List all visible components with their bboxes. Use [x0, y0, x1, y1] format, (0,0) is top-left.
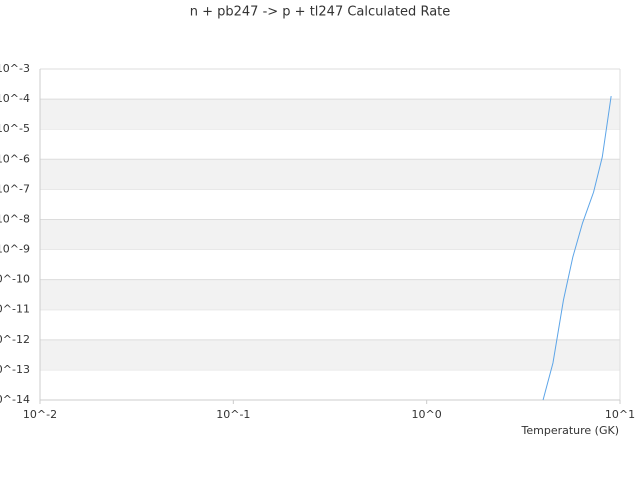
- y-tick-label: 10^-3: [0, 62, 30, 75]
- y-tick-label: 10^-13: [0, 363, 30, 376]
- y-tick-label: 10^-6: [0, 152, 30, 165]
- chart-title: n + pb247 -> p + tl247 Calculated Rate: [190, 5, 451, 20]
- x-tick-label: 10^-1: [216, 408, 250, 421]
- y-tick-label: 10^-8: [0, 212, 30, 225]
- y-tick-label: 10^-11: [0, 303, 30, 316]
- y-tick-label: 10^-7: [0, 182, 30, 195]
- grid-band: [40, 159, 620, 190]
- y-tick-label: 10^-14: [0, 393, 30, 406]
- data-line: [542, 95, 612, 401]
- y-tick-label: 10^-12: [0, 333, 30, 346]
- grid: [40, 68, 620, 401]
- y-tick-label: 10^-10: [0, 273, 30, 286]
- grid-band: [40, 279, 620, 310]
- grid-band: [40, 219, 620, 250]
- x-tick-label: 10^-2: [23, 408, 57, 421]
- grid-band: [40, 339, 620, 370]
- y-tick-label: 10^-5: [0, 122, 30, 135]
- y-tick-label: 10^-4: [0, 92, 30, 105]
- grid-band: [40, 99, 620, 130]
- x-tick-label: 10^0: [412, 408, 442, 421]
- x-axis-label: Temperature (GK): [521, 424, 620, 437]
- x-tick-label: 10^1: [605, 408, 635, 421]
- y-tick-label: 10^-9: [0, 243, 30, 256]
